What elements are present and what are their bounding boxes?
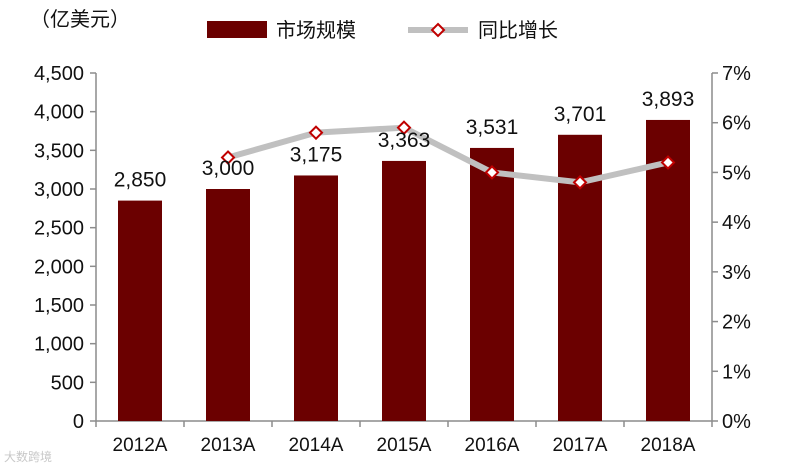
bar — [118, 200, 162, 421]
bar — [382, 160, 426, 422]
legend-line-label: 同比增长 — [478, 18, 558, 42]
right-axis-tick-label: 6% — [722, 113, 751, 135]
bar-series — [118, 119, 690, 422]
left-axis-tick-label: 0 — [73, 411, 84, 433]
bar-value-label: 3,701 — [554, 103, 607, 126]
x-axis-tick-label: 2015A — [377, 435, 432, 456]
right-axis-tick-label: 1% — [722, 361, 751, 383]
legend-bar-swatch — [207, 21, 267, 38]
bar-value-label: 3,531 — [466, 116, 519, 139]
left-axis-tick-label: 4,500 — [34, 63, 84, 85]
legend-bar-label: 市场规模 — [276, 18, 356, 42]
growth-point — [220, 150, 236, 165]
right-axis-tick-label: 3% — [722, 262, 751, 284]
axes: 0 500 1,000 1,500 2,000 2,500 3,000 3,500 4,000 4… — [34, 63, 751, 456]
right-axis-tick-label: 7% — [722, 63, 751, 85]
bar-value-label: 2,850 — [114, 169, 167, 192]
growth-point — [484, 165, 500, 180]
growth-point — [308, 125, 324, 141]
growth-line — [225, 124, 671, 186]
bar-value-label: 3,893 — [642, 88, 695, 111]
bar — [294, 175, 338, 421]
unit-label: （亿美元） — [30, 7, 130, 31]
right-axis-tick-label: 0% — [722, 411, 751, 433]
x-axis-tick-label: 2017A — [553, 435, 608, 456]
growth-point — [396, 120, 412, 136]
left-axis-tick-label: 2,000 — [34, 256, 84, 278]
x-axis-tick-label: 2016A — [465, 435, 520, 456]
x-axis-tick-label: 2013A — [201, 435, 256, 456]
left-axis-tick-label: 3,500 — [34, 140, 84, 162]
bar — [206, 189, 250, 421]
legend: 市场规模 同比增长 — [207, 18, 558, 42]
left-axis-tick-label: 1,000 — [34, 334, 84, 356]
bar — [470, 147, 514, 421]
line-series — [220, 120, 676, 190]
bar-value-label: 3,175 — [290, 143, 343, 166]
left-axis-tick-label: 4,000 — [34, 102, 84, 124]
left-axis-tick-label: 500 — [51, 372, 84, 394]
right-axis-tick-label: 4% — [722, 212, 751, 234]
bar-value-label: 3,000 — [202, 157, 255, 180]
bar-value-label: 3,363 — [378, 129, 431, 152]
x-axis-tick-label: 2014A — [289, 435, 344, 456]
left-axis-tick-label: 3,000 — [34, 179, 84, 201]
left-axis-tick-label: 2,500 — [34, 218, 84, 240]
watermark: 大数跨境 — [4, 450, 53, 464]
x-axis-tick-label: 2018A — [641, 435, 696, 456]
x-axis-tick-label: 2012A — [113, 435, 168, 456]
left-axis-tick-label: 1,500 — [34, 295, 84, 317]
bar — [646, 119, 690, 421]
right-axis-tick-label: 5% — [722, 162, 751, 184]
growth-point — [572, 174, 588, 190]
growth-point — [660, 155, 676, 170]
right-axis-tick-label: 2% — [722, 312, 751, 334]
legend-diamond-marker — [430, 22, 446, 38]
data-labels: 2,850 3,000 3,175 3,363 3,531 3,701 3,893 — [114, 88, 695, 192]
